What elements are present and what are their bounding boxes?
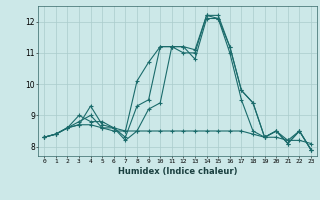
X-axis label: Humidex (Indice chaleur): Humidex (Indice chaleur) bbox=[118, 167, 237, 176]
